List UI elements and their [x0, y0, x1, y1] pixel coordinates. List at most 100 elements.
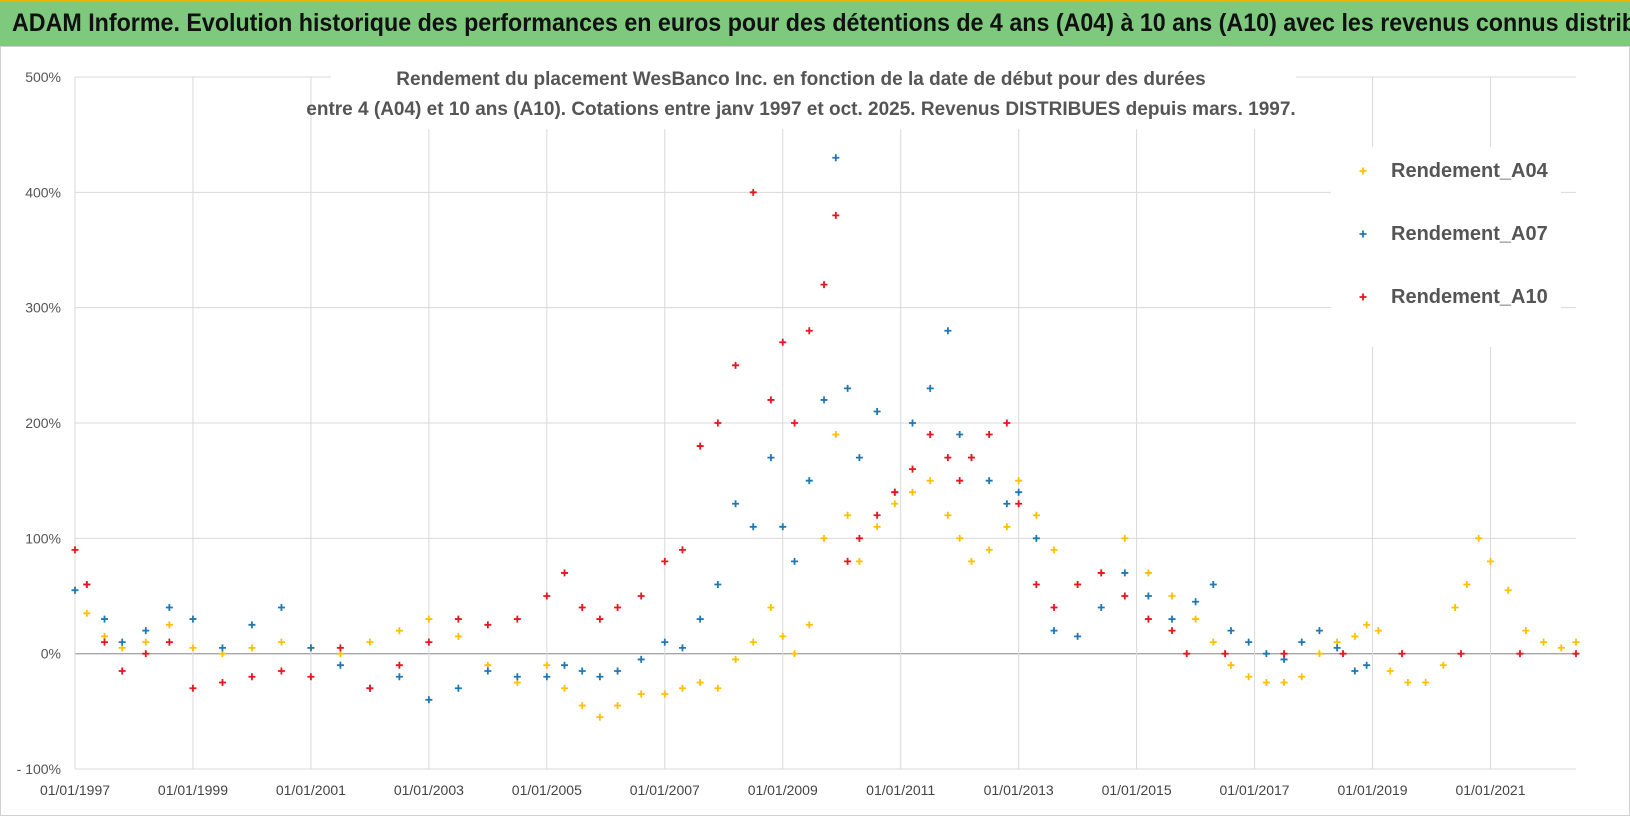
data-point [1097, 569, 1105, 577]
data-point [578, 604, 586, 612]
data-point [873, 407, 881, 415]
data-point [1050, 604, 1058, 612]
data-point [307, 673, 315, 681]
data-point [189, 684, 197, 692]
data-point [1262, 650, 1270, 658]
data-point [1386, 667, 1394, 675]
data-point [926, 384, 934, 392]
data-point [100, 638, 108, 646]
data-point [1262, 679, 1270, 686]
data-point [1003, 419, 1011, 427]
data-point [1050, 546, 1058, 554]
data-point [926, 431, 934, 439]
data-point [732, 361, 740, 369]
data-point [1032, 580, 1040, 588]
data-point [944, 454, 952, 462]
data-point [678, 644, 686, 652]
data-point [1333, 644, 1341, 652]
data-point [1221, 650, 1229, 658]
data-point [543, 673, 551, 681]
x-tick-label: 01/01/2005 [512, 782, 582, 798]
data-point [1121, 534, 1129, 542]
data-point [71, 546, 79, 554]
data-point [1557, 644, 1565, 652]
data-point [425, 615, 433, 623]
data-point [1015, 488, 1023, 496]
data-point [1227, 627, 1235, 635]
data-point [1463, 580, 1471, 588]
data-point [277, 638, 285, 646]
data-point [956, 534, 964, 542]
legend-label: Rendement_A10 [1391, 286, 1548, 308]
data-point [1003, 523, 1011, 531]
data-point [614, 604, 622, 612]
data-point [779, 338, 787, 346]
data-point [1351, 667, 1359, 675]
data-point [1572, 650, 1580, 658]
y-tick-label: 400% [25, 184, 61, 200]
data-point [1280, 679, 1288, 686]
data-point [454, 684, 462, 692]
data-point [1144, 615, 1152, 623]
data-point [767, 396, 775, 404]
legend-marker [1359, 293, 1367, 301]
data-point [944, 511, 952, 519]
data-point [561, 684, 569, 692]
chart-grid [74, 76, 1576, 770]
chart-frame: - 100% 0% 100% 200% 300% 400% 500% 01/01/1997 0… [0, 46, 1630, 816]
data-point [336, 644, 344, 652]
data-point [844, 511, 852, 519]
data-point [1451, 604, 1459, 612]
data-point [820, 534, 828, 542]
data-point [732, 655, 740, 663]
data-point [83, 609, 91, 617]
data-point [661, 557, 669, 565]
data-point [714, 419, 722, 427]
data-point [767, 454, 775, 462]
chart-legend: Rendement_A04 Rendement_A07 Rendement_A10 [1359, 160, 1549, 308]
legend-background [1331, 147, 1561, 347]
data-point [779, 632, 787, 640]
chart-points [71, 154, 1580, 721]
data-point [1572, 638, 1580, 646]
data-point [956, 431, 964, 439]
data-point [484, 667, 492, 675]
data-point [855, 557, 863, 565]
data-point [596, 673, 604, 681]
data-point [1183, 650, 1191, 658]
data-point [791, 650, 799, 658]
data-point [454, 632, 462, 640]
data-point [696, 615, 704, 623]
data-point [248, 644, 256, 652]
data-point [1374, 627, 1382, 635]
x-tick-label: 01/01/2019 [1337, 782, 1407, 798]
data-point [1015, 477, 1023, 485]
data-point [985, 477, 993, 485]
data-point [749, 638, 757, 646]
data-point [1032, 511, 1040, 519]
data-point [395, 673, 403, 681]
data-point [614, 667, 622, 675]
y-tick-label: 500% [25, 69, 61, 85]
data-point [513, 615, 521, 623]
data-point [1540, 638, 1548, 646]
x-tick-label: 01/01/2003 [394, 782, 464, 798]
x-tick-label: 01/01/2015 [1102, 782, 1172, 798]
report-title: ADAM Informe. Evolution historique des p… [12, 9, 1630, 37]
title-background [331, 59, 1296, 129]
legend-label: Rendement_A07 [1391, 223, 1548, 245]
data-point [805, 477, 813, 485]
data-point [678, 546, 686, 554]
data-point [248, 673, 256, 681]
data-point [1315, 627, 1323, 635]
x-tick-label: 01/01/2011 [866, 782, 935, 798]
data-point [218, 679, 226, 686]
data-point [696, 679, 704, 686]
x-tick-label: 01/01/2017 [1220, 782, 1290, 798]
data-point [1121, 592, 1129, 600]
data-point [425, 638, 433, 646]
data-point [218, 644, 226, 652]
x-tick-label: 01/01/2013 [984, 782, 1054, 798]
x-tick-label: 01/01/1999 [158, 782, 228, 798]
data-point [100, 615, 108, 623]
